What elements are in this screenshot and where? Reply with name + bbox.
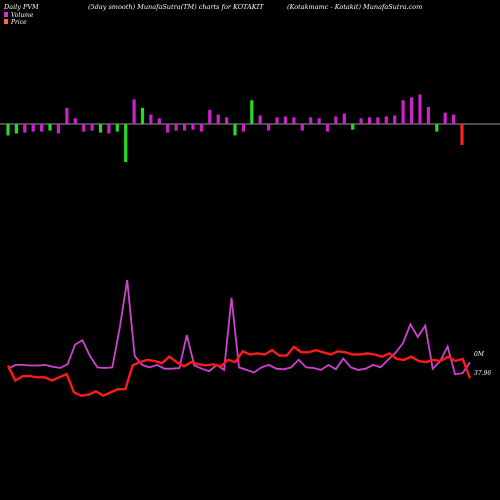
pvm-bar [443, 112, 447, 124]
pvm-bar [376, 117, 380, 124]
pvm-bar [90, 124, 94, 131]
legend-price-swatch [4, 19, 8, 24]
pvm-bar [124, 124, 128, 162]
pvm-bar [359, 118, 363, 124]
pvm-bar [157, 118, 161, 124]
legend: Volume Price [4, 12, 34, 26]
pvm-bar [98, 124, 103, 133]
pvm-bar [460, 124, 464, 145]
pvm-bar [233, 124, 237, 136]
pvm-bar [166, 124, 170, 133]
pvm-bar [342, 113, 346, 124]
pvm-bar [334, 116, 338, 124]
pvm-bar [325, 124, 330, 132]
pvm-bar [384, 116, 388, 124]
pvm-bar [107, 124, 111, 134]
pvm-bar [149, 114, 153, 124]
pvm-bar [309, 117, 313, 124]
pvm-bar [300, 124, 304, 131]
pvm-bar [132, 99, 136, 124]
header-left: Daily PVM [3, 3, 39, 11]
pvm-bar [23, 124, 27, 133]
price-series-line [6, 345, 472, 398]
pvm-bar [267, 124, 271, 131]
pvm-bar [241, 124, 245, 132]
pvm-bar [367, 117, 372, 124]
pvm-bar [426, 106, 430, 124]
pvm-bar [73, 118, 77, 124]
pvm-bar [250, 100, 254, 125]
pvm-bar [418, 94, 422, 124]
pvm-bar [115, 124, 119, 132]
pvm-bar [410, 97, 414, 124]
pvm-bar [351, 124, 355, 130]
pvm-bar [401, 100, 405, 125]
legend-price-label: Price [10, 19, 27, 26]
pvm-bar [65, 107, 69, 124]
header-middle: (5day smooth) MunafaSutra(TM) charts for… [88, 3, 264, 11]
legend-volume-swatch [4, 12, 8, 17]
pvm-bar [393, 115, 397, 125]
pvm-bar [225, 117, 229, 124]
volume-last-label: 0M [474, 351, 485, 358]
pvm-bars [6, 94, 464, 162]
pvm-bar [216, 114, 220, 124]
pvm-bar [140, 107, 145, 124]
pvm-bar [292, 117, 296, 124]
pvm-bar [14, 124, 18, 134]
pvm-bar [174, 124, 178, 131]
pvm-bar [82, 124, 86, 132]
legend-volume-label: Volume [11, 12, 34, 19]
header-right: (Kotakmamc - Kotakit) MunafaSutra.com [287, 3, 422, 11]
pvm-bar [258, 115, 262, 125]
pvm-bar [183, 124, 187, 131]
pvm-bar [56, 124, 60, 134]
pvm-bar [275, 117, 279, 124]
pvm-bar [435, 124, 439, 132]
pvm-bar [48, 124, 52, 131]
pvm-bar [191, 124, 195, 130]
pvm-bar [40, 124, 44, 132]
pvm-bar [6, 124, 10, 136]
pvm-bar [208, 109, 212, 125]
price-last-label: 37.96 [474, 370, 491, 377]
pvm-bar [317, 118, 321, 124]
pvm-bar [31, 124, 35, 132]
pvm-bar [452, 114, 456, 124]
pvm-bar [283, 116, 287, 124]
pvm-bar [199, 124, 203, 132]
